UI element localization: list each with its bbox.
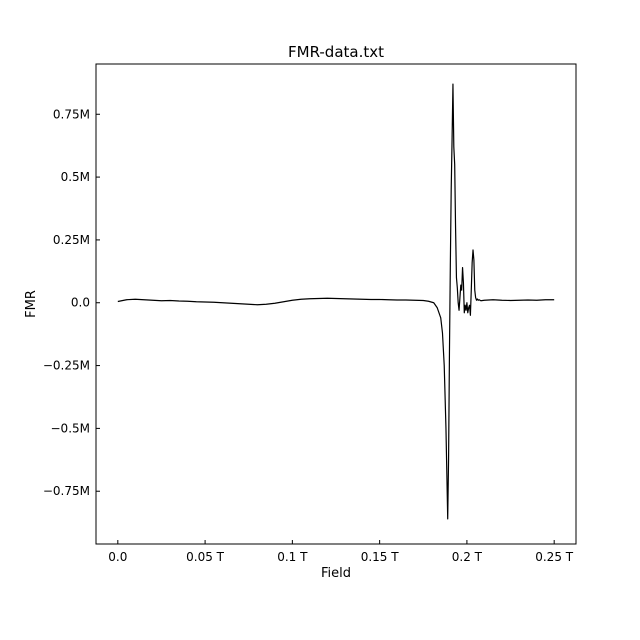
- x-tick-label: 0.0: [108, 550, 127, 564]
- y-tick-label: 0.0: [71, 296, 90, 310]
- y-tick-label: 0.25M: [53, 233, 90, 247]
- y-tick-label: 0.75M: [53, 107, 90, 121]
- y-tick-label: −0.25M: [43, 359, 90, 373]
- x-tick-label: 0.15 T: [361, 550, 400, 564]
- y-tick-label: 0.5M: [61, 170, 90, 184]
- y-tick-label: −0.75M: [43, 484, 90, 498]
- y-axis-ticks: 0.75M 0.5M 0.25M 0.0 −0.25M −0.5M −0.75M: [43, 107, 100, 498]
- y-tick-label: −0.5M: [51, 421, 91, 435]
- y-axis-title: FMR: [24, 290, 39, 318]
- plot-frame: [95, 63, 577, 545]
- x-tick-label: 0.25 T: [535, 550, 574, 564]
- x-tick-label: 0.1 T: [277, 550, 308, 564]
- x-tick-label: 0.2 T: [452, 550, 483, 564]
- fmr-series-line: [117, 83, 555, 520]
- x-axis-ticks: 0.0 0.05 T 0.1 T 0.15 T 0.2 T 0.25 T: [108, 540, 574, 564]
- x-axis-title: Field: [321, 566, 351, 581]
- chart-title: FMR-data.txt: [288, 43, 384, 61]
- x-tick-label: 0.05 T: [186, 550, 225, 564]
